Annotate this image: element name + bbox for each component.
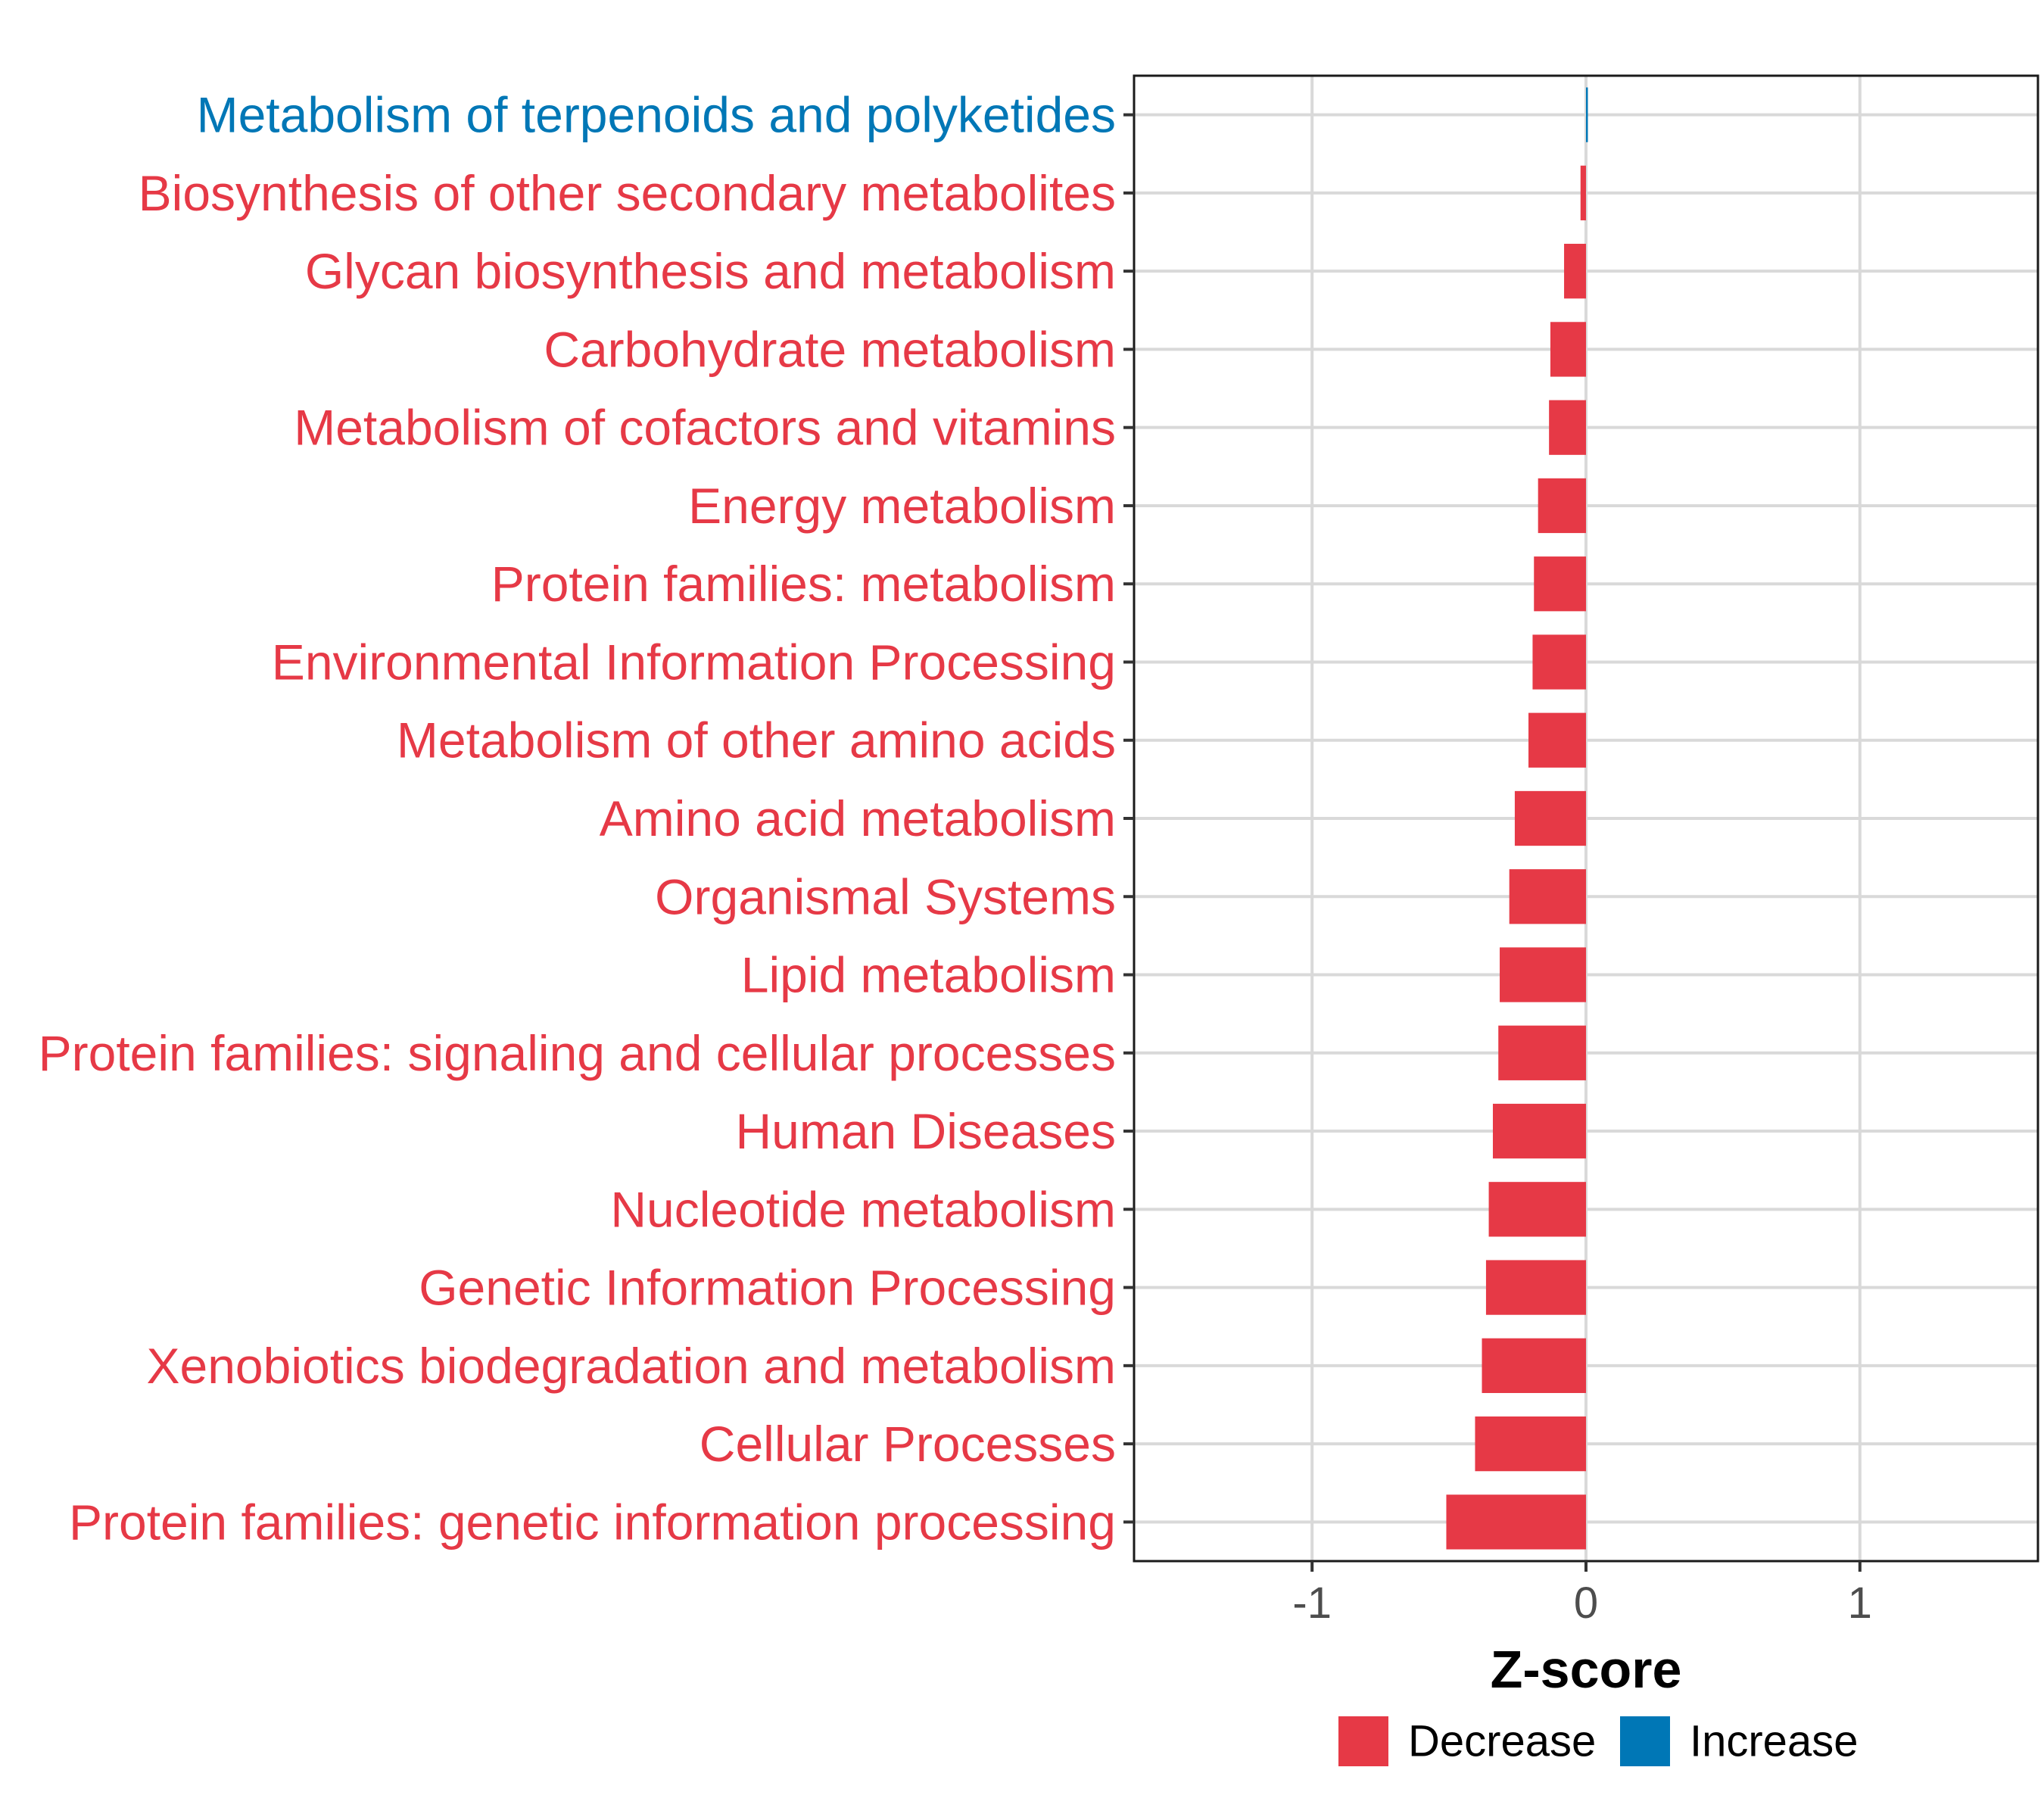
y-axis-ticks [1123, 113, 1134, 1524]
category-label: Metabolism of terpenoids and polyketides [197, 87, 1116, 143]
bar [1485, 1260, 1586, 1315]
category-label: Cellular Processes [700, 1416, 1116, 1472]
bar [1509, 869, 1586, 924]
category-label: Protein families: metabolism [491, 556, 1116, 612]
x-tick-label: 0 [1574, 1579, 1598, 1628]
x-tick-label: 1 [1848, 1579, 1872, 1628]
category-label: Protein families: genetic information pr… [69, 1494, 1116, 1550]
bar [1534, 556, 1586, 612]
bar [1549, 400, 1586, 455]
legend-label-increase: Increase [1690, 1717, 1858, 1766]
bars [1446, 87, 1588, 1550]
legend: Decrease Increase [1338, 1716, 1858, 1766]
bar [1475, 1416, 1586, 1472]
category-label: Biosynthesis of other secondary metaboli… [139, 165, 1116, 221]
category-label: Environmental Information Processing [272, 634, 1116, 690]
category-label: Nucleotide metabolism [610, 1181, 1116, 1237]
bar [1586, 87, 1588, 142]
legend-key-increase [1620, 1716, 1670, 1766]
bar [1498, 1025, 1586, 1080]
category-label: Organismal Systems [655, 868, 1116, 924]
legend-label-decrease: Decrease [1408, 1717, 1596, 1766]
bar [1514, 790, 1586, 846]
bar [1538, 478, 1586, 534]
bar [1492, 1103, 1586, 1159]
bar [1500, 947, 1586, 1002]
category-label: Xenobiotics biodegradation and metabolis… [147, 1338, 1117, 1394]
category-label: Lipid metabolism [741, 947, 1116, 1003]
category-label: Metabolism of other amino acids [397, 712, 1116, 768]
bar [1564, 244, 1586, 299]
x-axis-title: Z-score [1491, 1640, 1682, 1699]
x-axis-ticks: -1 0 1 [1292, 1561, 1872, 1628]
legend-key-decrease [1338, 1716, 1388, 1766]
bar [1528, 712, 1586, 768]
x-tick-label: -1 [1292, 1579, 1332, 1628]
category-label: Glycan biosynthesis and metabolism [305, 243, 1116, 299]
category-label: Energy metabolism [688, 478, 1116, 534]
category-label: Metabolism of cofactors and vitamins [294, 400, 1116, 456]
category-label: Genetic Information Processing [419, 1260, 1116, 1316]
bar [1580, 165, 1586, 221]
bar [1488, 1182, 1586, 1237]
category-label: Carbohydrate metabolism [544, 321, 1116, 377]
bar [1446, 1494, 1586, 1550]
category-label: Amino acid metabolism [600, 790, 1116, 846]
y-axis-category-labels: Metabolism of terpenoids and polyketides… [39, 87, 1116, 1551]
category-label: Human Diseases [735, 1103, 1116, 1159]
bar [1550, 322, 1586, 377]
category-label: Protein families: signaling and cellular… [39, 1025, 1116, 1081]
bar [1482, 1338, 1586, 1393]
bar [1532, 634, 1586, 690]
